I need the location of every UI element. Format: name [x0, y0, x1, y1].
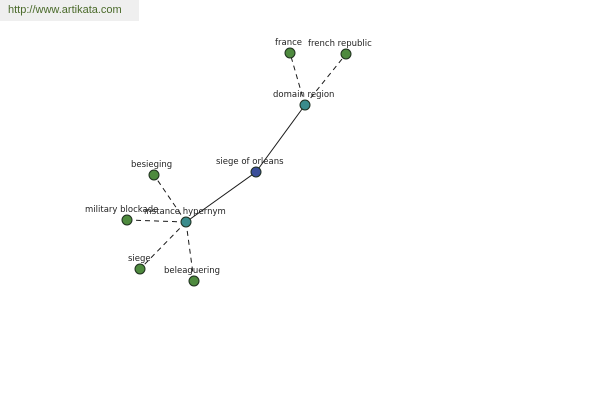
node-france[interactable]: france — [275, 38, 302, 59]
node-circle-french-republic[interactable] — [340, 48, 352, 60]
node-instance-hypernym[interactable]: instance hypernym — [144, 207, 226, 228]
node-circle-siege[interactable] — [134, 263, 146, 275]
node-siege[interactable]: siege — [128, 254, 151, 275]
node-label-siege-of-orleans[interactable]: siege of orleans — [216, 157, 284, 167]
edges-layer — [126, 52, 347, 282]
nodes-layer: siege of orleans domain region instance hy… — [85, 38, 372, 287]
node-label-beleaguering[interactable]: beleaguering — [164, 266, 220, 276]
node-circle-france[interactable] — [284, 47, 296, 59]
node-label-military-blockade[interactable]: military blockade — [85, 205, 158, 215]
edge-instance-hypernym-to-besieging — [153, 174, 187, 223]
node-french-republic[interactable]: french republic — [308, 39, 372, 60]
edge-domain-region-to-french-republic — [304, 53, 347, 106]
node-circle-besieging[interactable] — [148, 169, 160, 181]
edge-siege-of-orleans-to-instance-hypernym — [185, 171, 257, 223]
node-circle-instance-hypernym[interactable] — [180, 216, 192, 228]
node-military-blockade[interactable]: military blockade — [85, 205, 158, 226]
node-label-french-republic[interactable]: french republic — [308, 39, 372, 49]
node-label-besieging[interactable]: besieging — [131, 160, 172, 170]
node-circle-military-blockade[interactable] — [121, 214, 133, 226]
node-label-france[interactable]: france — [275, 38, 302, 48]
node-beleaguering[interactable]: beleaguering — [164, 266, 220, 287]
edge-instance-hypernym-to-siege — [139, 221, 187, 270]
node-label-instance-hypernym[interactable]: instance hypernym — [144, 207, 226, 217]
edge-domain-region-to-france — [289, 52, 306, 106]
edge-instance-hypernym-to-beleaguering — [185, 221, 195, 282]
node-domain-region[interactable]: domain region — [273, 90, 334, 111]
node-circle-domain-region[interactable] — [299, 99, 311, 111]
edge-siege-of-orleans-to-domain-region — [255, 104, 306, 173]
node-circle-beleaguering[interactable] — [188, 275, 200, 287]
source-url-banner: http://www.artikata.com — [0, 0, 139, 21]
edge-instance-hypernym-to-military-blockade — [126, 219, 187, 223]
node-label-domain-region[interactable]: domain region — [273, 90, 334, 100]
node-label-siege[interactable]: siege — [128, 254, 151, 264]
node-siege-of-orleans[interactable]: siege of orleans — [216, 157, 284, 178]
node-circle-siege-of-orleans[interactable] — [250, 166, 262, 178]
node-besieging[interactable]: besieging — [131, 160, 172, 181]
